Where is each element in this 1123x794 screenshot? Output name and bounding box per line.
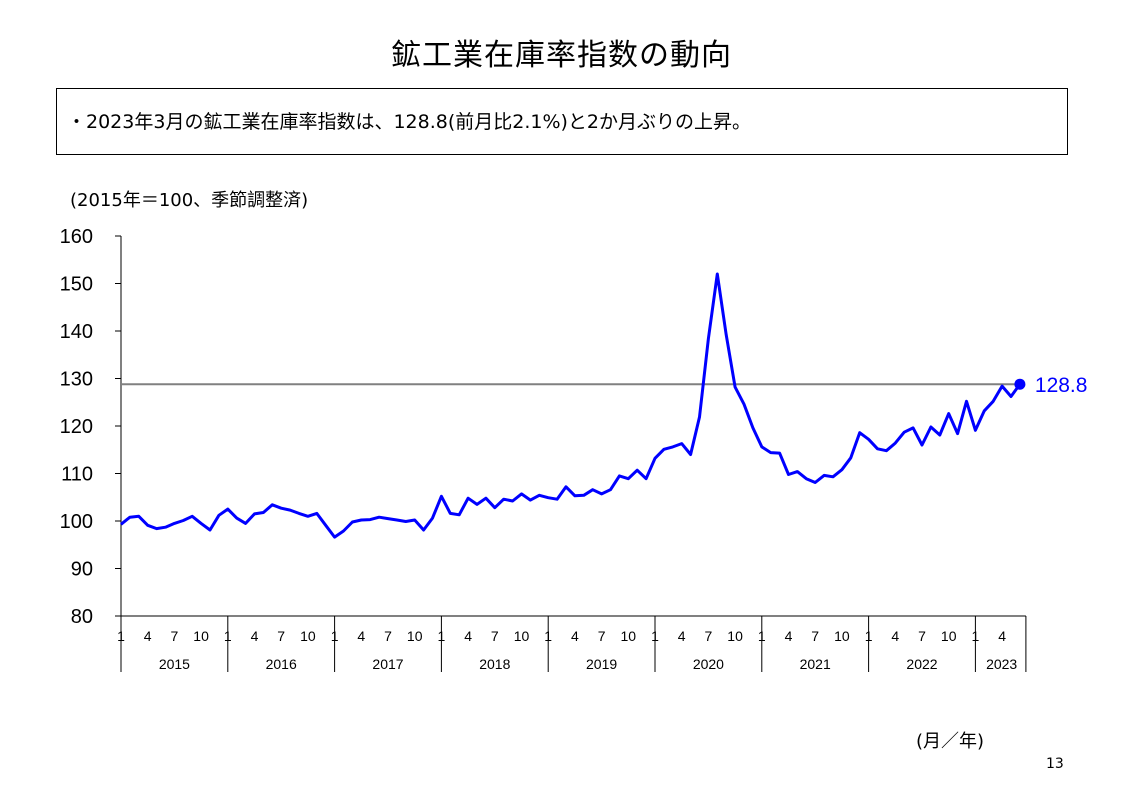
page-title: 鉱工業在庫率指数の動向	[391, 38, 732, 73]
x-month-tick-label: 7	[918, 628, 926, 644]
unit-note: (2015年＝100、季節調整済)	[70, 190, 309, 211]
x-month-tick-label: 4	[891, 628, 899, 644]
x-month-tick-label: 10	[300, 628, 316, 644]
x-month-tick-label: 4	[251, 628, 259, 644]
x-month-tick-label: 7	[384, 628, 392, 644]
x-month-tick-label: 10	[407, 628, 423, 644]
y-tick-label: 130	[60, 369, 93, 391]
x-month-tick-label: 7	[811, 628, 819, 644]
y-tick-label: 140	[60, 321, 93, 343]
latest-data-point	[1014, 378, 1026, 390]
x-month-tick-label: 10	[621, 628, 637, 644]
x-month-tick-label: 10	[727, 628, 743, 644]
y-tick-label: 80	[71, 606, 93, 628]
latest-data-label: 128.8	[1035, 374, 1088, 397]
series-line	[120, 272, 1022, 539]
x-month-tick-label: 7	[705, 628, 713, 644]
x-month-tick-label: 7	[171, 628, 179, 644]
x-month-tick-label: 7	[598, 628, 606, 644]
x-month-tick-label: 10	[514, 628, 530, 644]
x-year-label: 2016	[266, 656, 297, 672]
y-tick-label: 120	[60, 416, 93, 438]
x-year-label: 2017	[372, 656, 403, 672]
x-month-tick-label: 4	[998, 628, 1006, 644]
x-month-tick-label: 4	[678, 628, 686, 644]
summary-box: ・2023年3月の鉱工業在庫率指数は、128.8(前月比2.1%)と2か月ぶりの…	[56, 88, 1068, 155]
x-month-tick-label: 10	[941, 628, 957, 644]
x-month-tick-label: 4	[144, 628, 152, 644]
x-month-tick-label: 4	[571, 628, 579, 644]
x-year-label: 2022	[906, 656, 937, 672]
y-tick-label: 90	[71, 559, 93, 581]
x-year-label: 2019	[586, 656, 617, 672]
x-month-tick-label: 7	[491, 628, 499, 644]
y-tick-label: 100	[60, 511, 93, 533]
x-year-label: 2021	[800, 656, 831, 672]
x-month-tick-label: 10	[834, 628, 850, 644]
y-tick-label: 110	[61, 464, 93, 486]
x-axis-unit-label: (月／年)	[916, 731, 985, 752]
x-month-tick-label: 4	[357, 628, 365, 644]
x-year-label: 2020	[693, 656, 724, 672]
x-month-tick-label: 4	[785, 628, 793, 644]
x-month-tick-label: 4	[464, 628, 472, 644]
x-month-tick-label: 7	[277, 628, 285, 644]
page-number: 13	[1046, 756, 1064, 772]
x-year-label: 2018	[479, 656, 510, 672]
x-year-label: 2015	[159, 656, 190, 672]
x-year-label: 2023	[986, 656, 1017, 672]
y-tick-label: 150	[60, 274, 93, 296]
x-month-tick-label: 10	[193, 628, 209, 644]
y-tick-label: 160	[60, 226, 93, 248]
